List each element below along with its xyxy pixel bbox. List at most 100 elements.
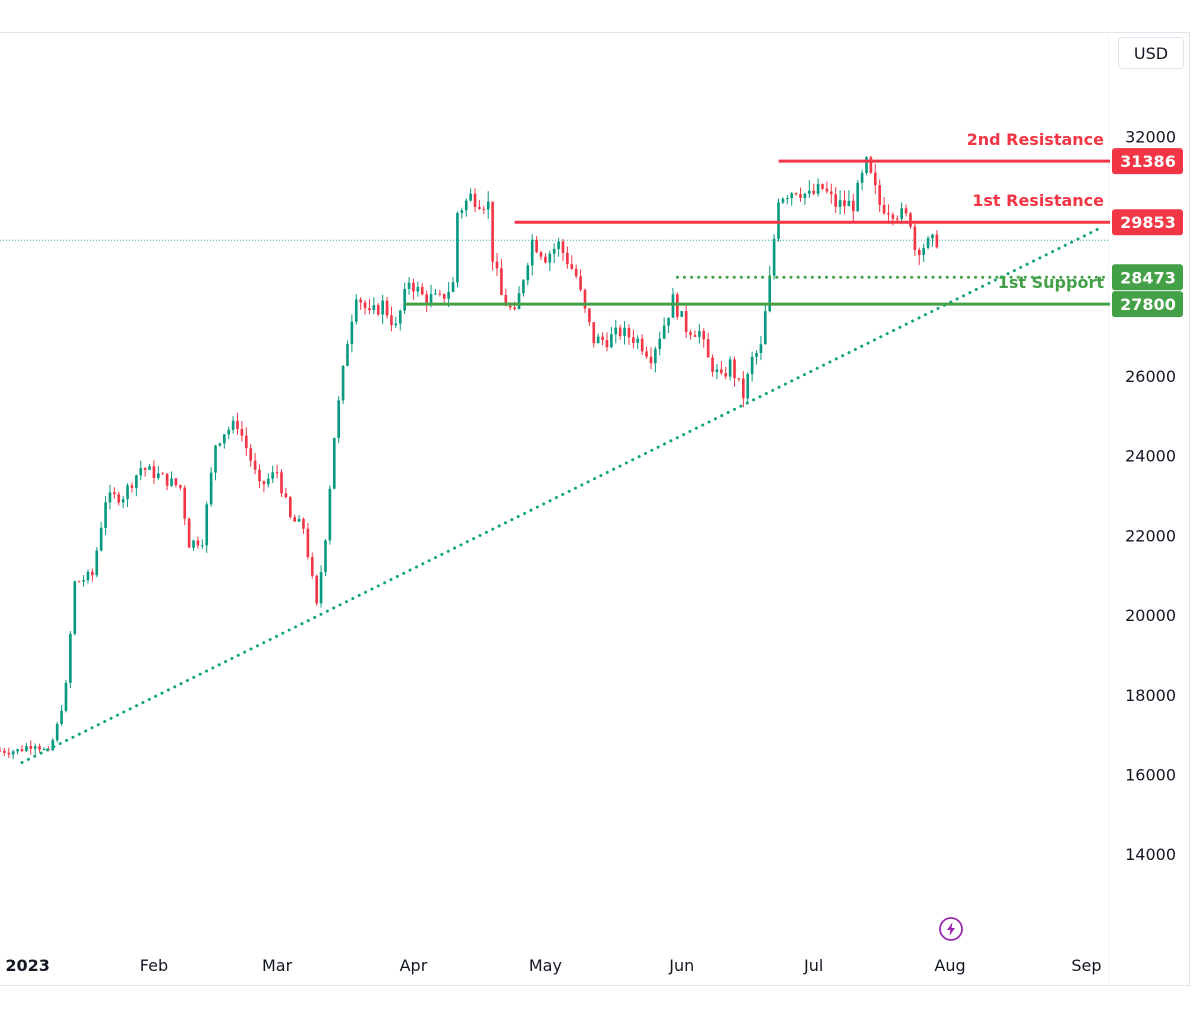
y-axis-tick-label: 16000 — [1125, 765, 1176, 784]
candle-body — [42, 748, 46, 750]
candle-body — [785, 198, 789, 200]
candle-body — [179, 485, 182, 488]
x-axis-tick-label: Mar — [262, 956, 293, 975]
candle-body — [504, 295, 508, 306]
candle-body — [517, 293, 521, 310]
candle-body — [557, 241, 560, 249]
candle-body — [451, 282, 455, 292]
candle-body — [891, 214, 895, 219]
candle-body — [816, 184, 820, 194]
candle-body — [931, 234, 934, 239]
x-axis-tick-label: Feb — [140, 956, 168, 975]
candle-body — [354, 299, 358, 322]
level-price-text-2: 28473 — [1120, 268, 1176, 287]
y-axis-tick-label: 22000 — [1125, 526, 1176, 545]
candle-body — [566, 252, 569, 265]
candle-body — [548, 253, 552, 263]
candle-body — [240, 428, 244, 436]
candle-body — [143, 468, 147, 470]
candle-body — [794, 193, 798, 195]
candle-body — [218, 443, 222, 446]
candle-body — [33, 746, 37, 749]
candle-body — [887, 213, 890, 215]
candle-body — [359, 299, 362, 303]
candle-body — [733, 359, 736, 379]
candle-body — [777, 202, 780, 239]
candle-body — [640, 338, 644, 352]
candle-body — [878, 185, 882, 205]
candle-body — [214, 445, 217, 473]
candle-body — [381, 300, 384, 315]
candle-body — [302, 518, 305, 529]
candle-body — [157, 473, 160, 479]
candle-body — [20, 749, 24, 752]
candle-body — [165, 473, 169, 486]
x-axis-tick-label: Aug — [934, 956, 965, 975]
candle-body — [293, 517, 297, 522]
candle-body — [574, 268, 578, 277]
price-scale-separator — [1108, 32, 1109, 986]
candle-body — [702, 331, 706, 340]
candle-body — [825, 188, 829, 192]
y-axis-tick-label: 18000 — [1125, 686, 1176, 705]
candle-body — [469, 193, 472, 201]
candle-body — [306, 528, 310, 558]
candle-body — [209, 472, 213, 505]
candle-body — [913, 226, 917, 250]
candle-body — [407, 282, 411, 289]
candle-body — [394, 323, 398, 326]
candle-body — [684, 311, 688, 333]
candle-body — [170, 478, 173, 486]
lightning-bolt-icon[interactable] — [938, 916, 964, 942]
candle-body — [253, 460, 257, 470]
candle-body — [829, 191, 833, 195]
candle-body — [522, 280, 525, 294]
level-label-1: 1st Resistance — [972, 191, 1104, 210]
candle-body — [11, 751, 15, 755]
candle-body — [249, 448, 253, 461]
x-axis-tick-label: Sep — [1071, 956, 1101, 975]
candle-body — [456, 213, 459, 283]
candle-body — [900, 208, 903, 219]
candle-body — [271, 472, 275, 479]
candle-body — [82, 580, 85, 582]
candle-body — [873, 172, 877, 186]
candle-body — [671, 294, 675, 318]
candle-body — [513, 307, 516, 310]
candle-body — [478, 206, 481, 209]
candle-body — [64, 682, 68, 711]
candle-body — [442, 294, 446, 299]
candle-body — [843, 200, 846, 207]
candle-body — [398, 310, 402, 324]
candle-body — [117, 494, 121, 503]
candle-body — [834, 194, 838, 207]
candle-body — [592, 322, 596, 344]
candle-body — [130, 485, 134, 488]
candle-body — [715, 369, 719, 372]
candle-body — [627, 327, 631, 338]
candle-body — [706, 339, 710, 358]
currency-button[interactable]: USD — [1118, 37, 1184, 69]
candle-body — [297, 518, 301, 522]
x-axis-tick-label: Jun — [668, 956, 694, 975]
candle-body — [187, 518, 191, 548]
candle-body — [77, 581, 81, 583]
candle-body — [113, 492, 116, 495]
candle-body — [121, 499, 125, 503]
candle-body — [658, 338, 662, 350]
candle-body — [16, 749, 19, 752]
candle-body — [530, 239, 534, 266]
candle-body — [676, 294, 679, 317]
candle-body — [618, 327, 622, 337]
candle-body — [25, 746, 28, 752]
candle-body — [689, 332, 692, 336]
candle-body — [341, 366, 345, 401]
candle-body — [139, 468, 143, 476]
candle-body — [104, 502, 107, 528]
candle-body — [737, 378, 741, 380]
candle-body — [447, 291, 450, 299]
candle-body — [91, 571, 94, 576]
candle-body — [860, 172, 864, 183]
candle-body — [51, 740, 55, 751]
